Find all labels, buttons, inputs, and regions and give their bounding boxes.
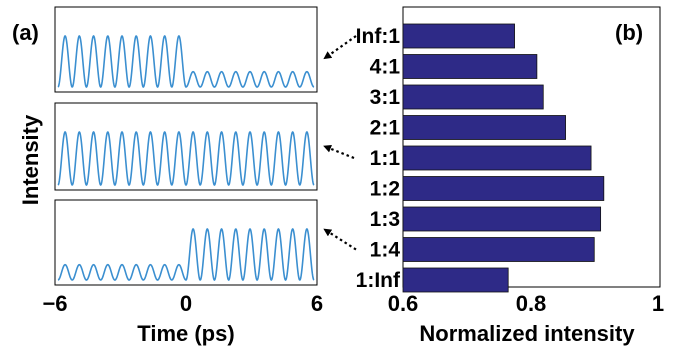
bar xyxy=(402,23,515,49)
bar xyxy=(402,267,509,293)
x-tick-label: 0 xyxy=(180,291,192,316)
dotted-arrow xyxy=(323,228,357,251)
x-axis-label: Time (ps) xyxy=(137,321,234,346)
subplot-frame-3 xyxy=(54,199,318,286)
category-label: 4:1 xyxy=(370,56,401,79)
bar xyxy=(402,145,592,171)
x-tick-label: 0.8 xyxy=(516,291,547,316)
pulse-train-line-3 xyxy=(57,227,315,282)
dotted-arrow xyxy=(323,35,357,60)
x-tick-label: 0.6 xyxy=(388,291,419,316)
panel-a: (a) Intensity −6 0 6 Time (ps) xyxy=(12,6,323,346)
bar xyxy=(402,115,566,140)
y-axis-label: Intensity xyxy=(18,114,43,205)
pulse-train-line-1 xyxy=(57,34,315,89)
category-label: 2:1 xyxy=(370,117,401,140)
x-axis-label: Normalized intensity xyxy=(419,321,635,346)
subplot-frame-1 xyxy=(54,6,318,93)
x-tick-label: −6 xyxy=(42,291,67,316)
category-label: 1:2 xyxy=(370,178,400,201)
bar xyxy=(402,206,602,232)
category-label: 1:4 xyxy=(370,239,401,262)
x-tick-label: 6 xyxy=(311,291,323,316)
category-label: 1:3 xyxy=(370,208,400,231)
bar xyxy=(402,176,605,201)
pulse-train-line-2 xyxy=(57,130,315,187)
arrows xyxy=(323,35,357,251)
x-tick-label: 1 xyxy=(652,291,664,316)
panel-label-b: (b) xyxy=(615,20,643,45)
panel-b: (b) Inf:14:13:12:11:11:21:31:41:Inf 0.6 … xyxy=(356,6,664,346)
bar xyxy=(402,54,538,79)
category-label: Inf:1 xyxy=(356,25,401,48)
category-label: 1:1 xyxy=(370,147,401,170)
bar xyxy=(402,237,595,262)
category-label: 3:1 xyxy=(370,86,401,109)
panel-label-a: (a) xyxy=(12,20,39,45)
category-label: 1:Inf xyxy=(356,269,401,292)
dotted-arrow xyxy=(323,144,355,160)
subplot-frame-2 xyxy=(54,102,318,191)
bar xyxy=(402,84,544,110)
